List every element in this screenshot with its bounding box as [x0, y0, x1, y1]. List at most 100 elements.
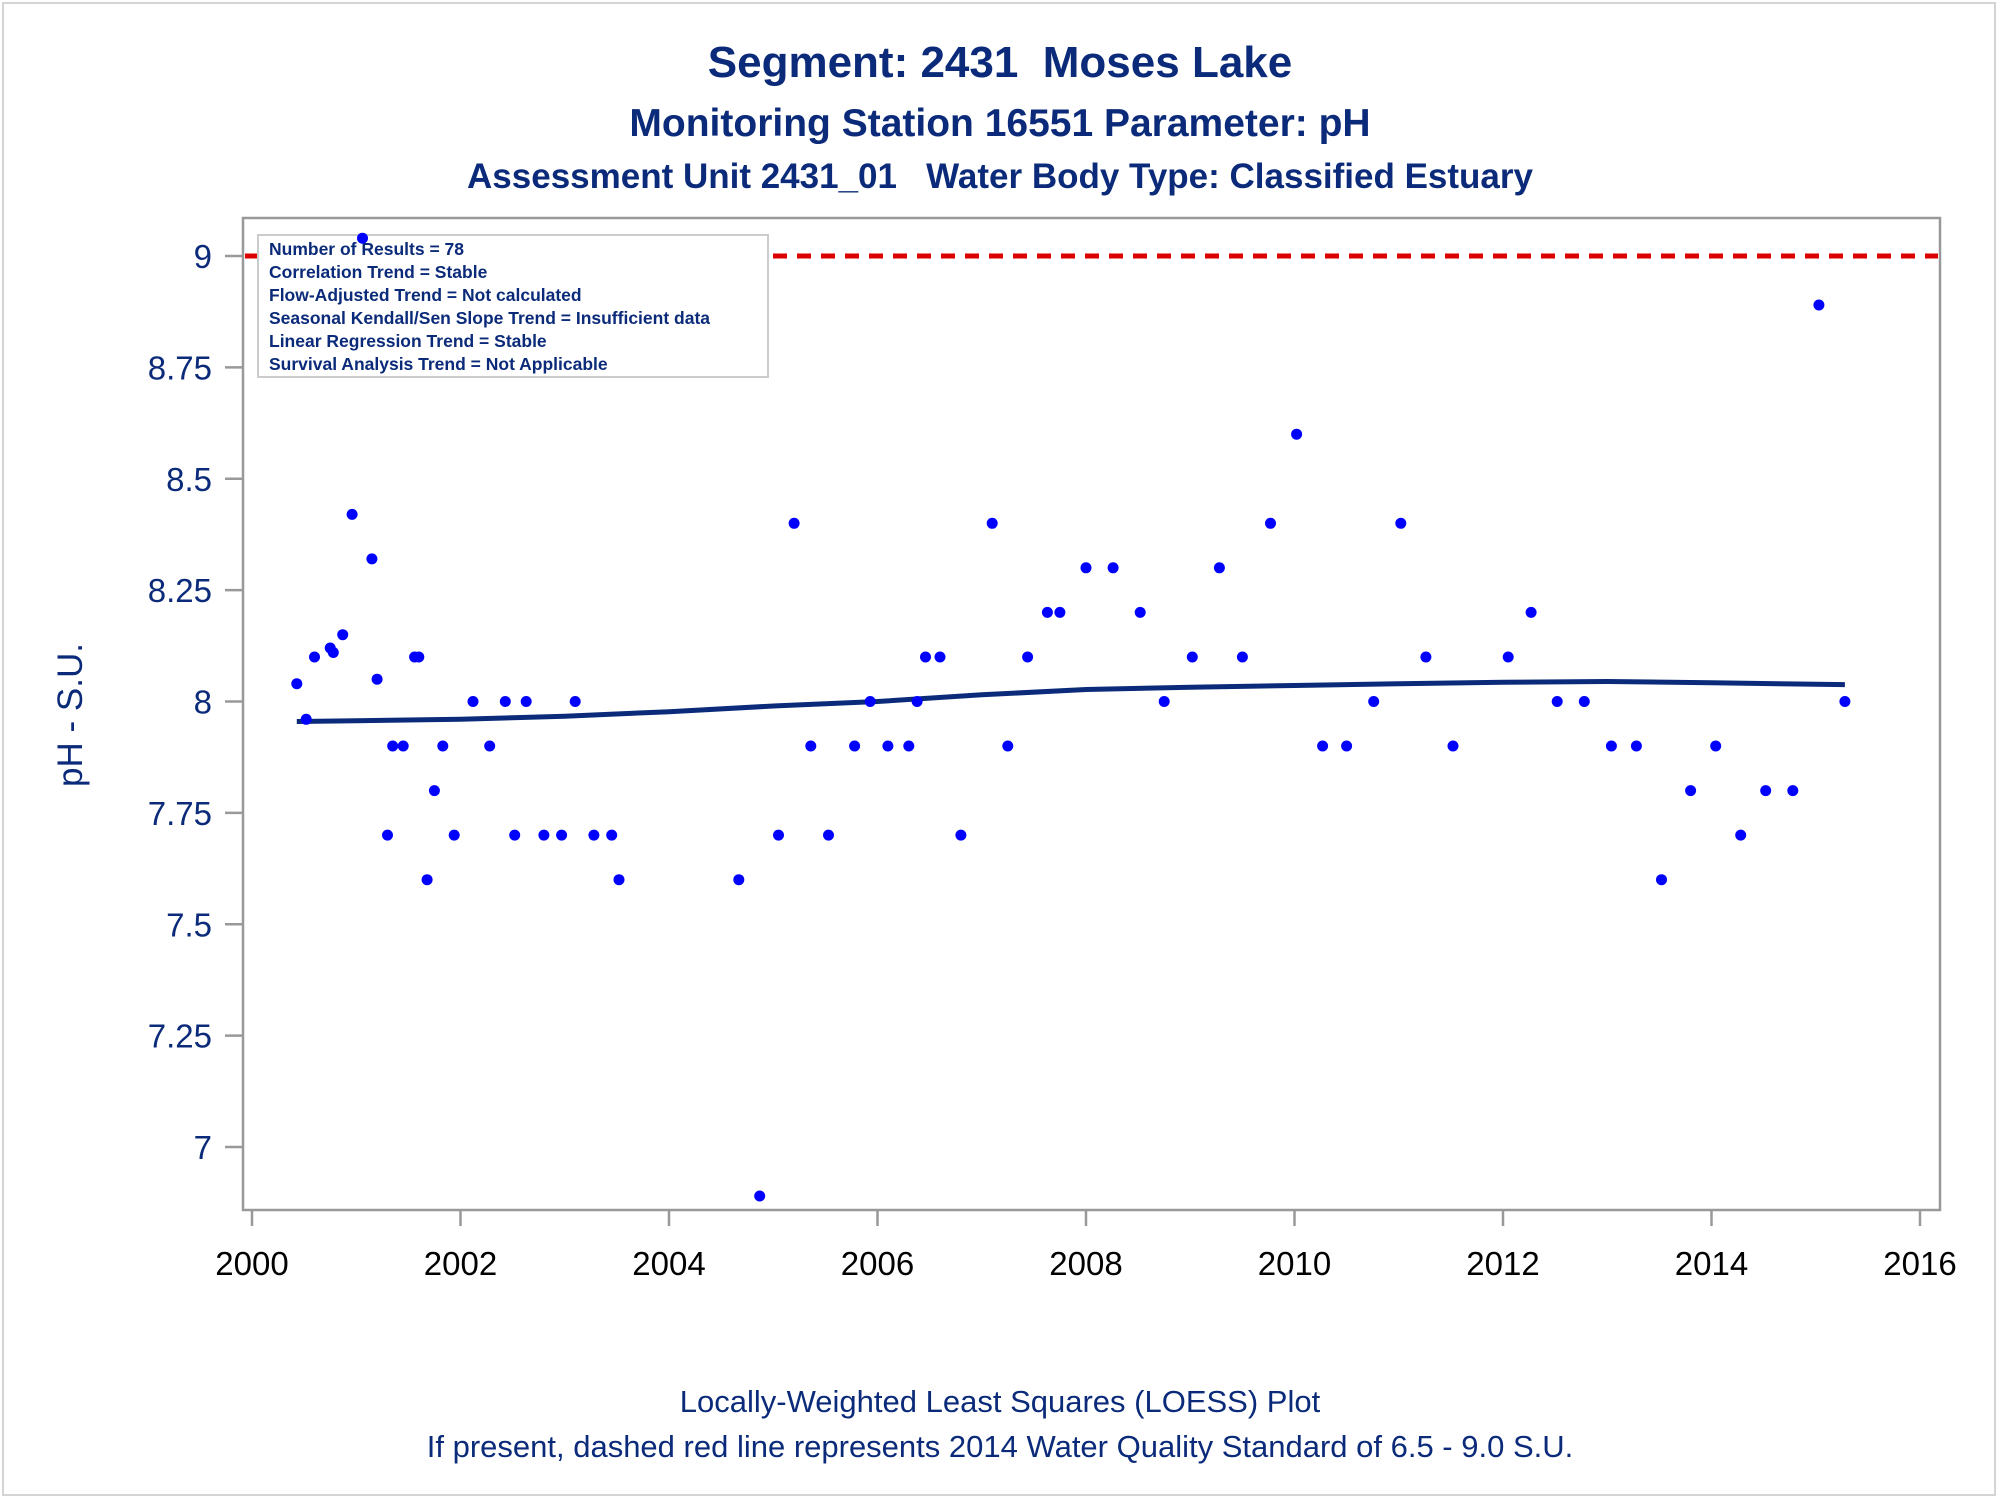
- data-point: [509, 829, 521, 841]
- data-point: [1447, 740, 1459, 752]
- data-point: [556, 829, 568, 841]
- data-point: [1656, 874, 1667, 886]
- data-point: [606, 829, 618, 841]
- data-point: [448, 829, 460, 841]
- data-point: [1525, 606, 1537, 618]
- data-point: [920, 651, 931, 663]
- data-point: [588, 829, 600, 841]
- x-tick-label: 2016: [1883, 1245, 1956, 1282]
- data-point: [413, 651, 425, 663]
- data-point: [387, 740, 399, 752]
- data-point: [421, 874, 433, 886]
- data-point: [849, 740, 861, 752]
- data-point: [1710, 740, 1722, 752]
- data-point: [1395, 517, 1407, 529]
- x-tick-label: 2012: [1466, 1245, 1539, 1282]
- data-point: [1158, 696, 1170, 707]
- y-tick-label: 7.25: [148, 1018, 212, 1055]
- x-tick-label: 2008: [1049, 1245, 1122, 1282]
- x-tick-label: 2006: [841, 1245, 914, 1282]
- data-point: [499, 696, 511, 707]
- data-point: [309, 651, 320, 663]
- data-point: [823, 829, 834, 841]
- data-point: [1578, 696, 1590, 707]
- y-axis-label: pH - S.U.: [51, 643, 90, 787]
- data-point: [1813, 299, 1825, 311]
- plot-area: [241, 216, 1942, 1212]
- data-point: [1080, 562, 1092, 574]
- stats-box-line: Number of Results = 78: [269, 239, 464, 259]
- stats-box: Number of Results = 78 Correlation Trend …: [257, 234, 769, 378]
- data-point: [1002, 740, 1014, 752]
- data-point: [1186, 651, 1198, 663]
- x-tick-label: 2004: [632, 1245, 705, 1282]
- x-tick-label: 2014: [1675, 1245, 1748, 1282]
- data-point: [357, 232, 368, 244]
- data-point: [1605, 740, 1617, 752]
- data-point: [1317, 740, 1329, 752]
- data-point: [1787, 785, 1799, 797]
- data-point: [1341, 740, 1353, 752]
- data-point: [1630, 740, 1642, 752]
- x-tick-label: 2000: [215, 1245, 288, 1282]
- y-axis-ticks: 7 7.25 7.5 7.75 8 8.25 8.5 8.75 9: [148, 238, 243, 1166]
- data-point: [955, 829, 967, 841]
- data-point: [1839, 696, 1851, 707]
- data-point: [337, 629, 349, 641]
- chart-subtitle-2: Assessment Unit 2431_01 Water Body Type:…: [467, 157, 1533, 196]
- data-point: [428, 785, 440, 797]
- stats-box-line: Survival Analysis Trend = Not Applicable: [269, 354, 608, 374]
- data-point: [366, 553, 378, 565]
- footnote-2: If present, dashed red line represents 2…: [426, 1429, 1574, 1464]
- data-point: [903, 740, 915, 752]
- stats-box-line: Seasonal Kendall/Sen Slope Trend = Insuf…: [269, 308, 710, 328]
- data-point: [397, 740, 409, 752]
- data-point: [346, 508, 358, 520]
- data-point: [773, 829, 784, 841]
- y-tick-label: 8.75: [148, 349, 212, 386]
- data-point: [1291, 428, 1303, 440]
- data-point: [1420, 651, 1432, 663]
- data-point: [934, 651, 946, 663]
- data-point: [1134, 606, 1146, 618]
- data-point: [1502, 651, 1514, 663]
- data-point: [1236, 651, 1248, 663]
- data-point: [300, 713, 312, 725]
- data-point: [788, 517, 800, 529]
- data-point: [327, 647, 339, 658]
- stats-box-line: Correlation Trend = Stable: [269, 262, 488, 282]
- data-point: [613, 874, 625, 886]
- y-tick-label: 7.5: [166, 906, 212, 943]
- data-point: [1107, 562, 1119, 574]
- data-point: [437, 740, 449, 752]
- y-tick-label: 7.75: [148, 795, 212, 832]
- data-point: [754, 1190, 766, 1202]
- data-point: [733, 874, 745, 886]
- data-point: [291, 678, 303, 690]
- data-points: [291, 232, 1851, 1202]
- data-point: [382, 829, 393, 841]
- data-point: [371, 673, 383, 685]
- chart-title: Segment: 2431 Moses Lake: [707, 38, 1293, 87]
- data-point: [1685, 785, 1697, 797]
- stats-box-line: Linear Regression Trend = Stable: [269, 331, 547, 351]
- data-point: [805, 740, 817, 752]
- stats-box-line: Flow-Adjusted Trend = Not calculated: [269, 285, 582, 305]
- data-point: [538, 829, 550, 841]
- data-point: [520, 696, 532, 707]
- data-point: [1041, 606, 1053, 618]
- x-tick-label: 2002: [424, 1245, 497, 1282]
- data-point: [1054, 606, 1066, 618]
- data-point: [467, 696, 479, 707]
- data-point: [986, 517, 998, 529]
- y-tick-label: 8: [194, 684, 212, 721]
- x-axis-ticks: 2000 2002 2004 2006 2008 2010 2012 2014 2016: [215, 1210, 1957, 1282]
- y-tick-label: 9: [194, 238, 212, 275]
- data-point: [1022, 651, 1034, 663]
- data-point: [1551, 696, 1563, 707]
- data-point: [911, 696, 923, 707]
- data-point: [1735, 829, 1747, 841]
- data-point: [1368, 696, 1380, 707]
